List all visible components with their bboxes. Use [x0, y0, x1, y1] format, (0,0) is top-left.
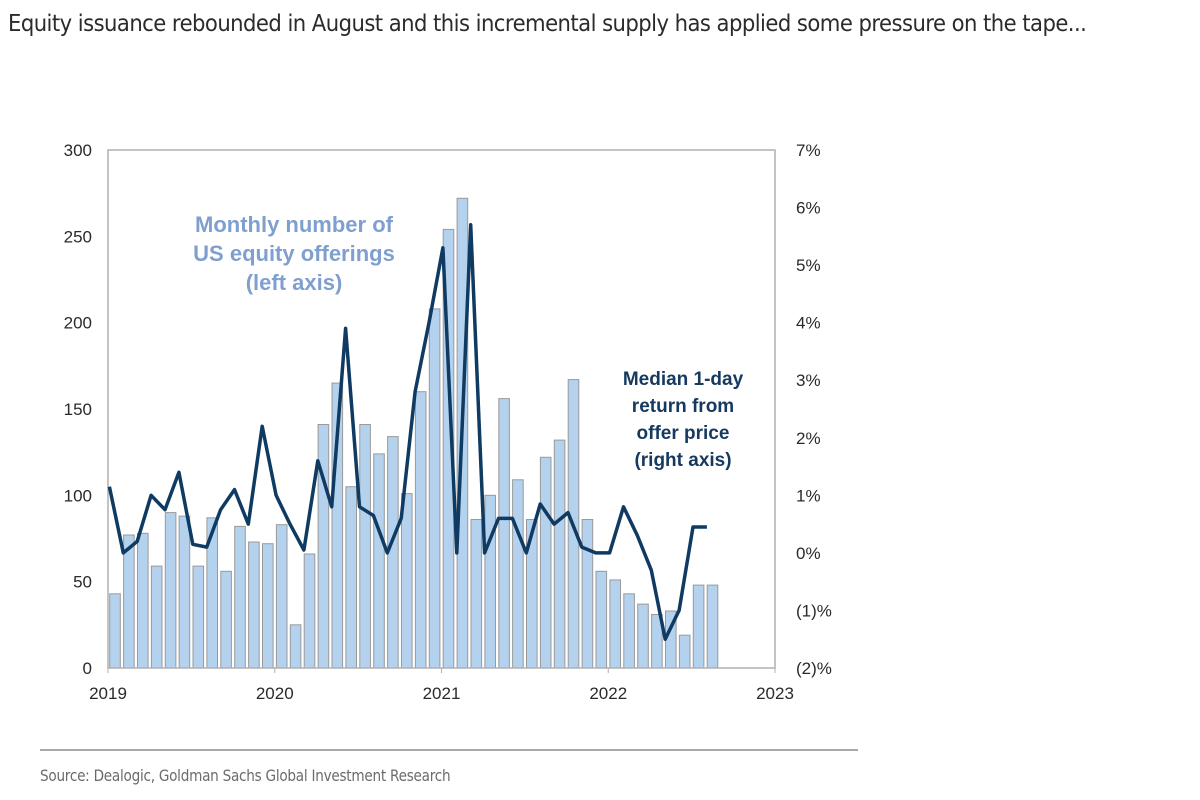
x-axis: 2019 2020 2021 2022 2023	[89, 668, 794, 703]
divider	[40, 749, 858, 751]
left-tick-label: 250	[64, 227, 92, 246]
bar	[248, 541, 260, 669]
right-tick-label: (2)%	[796, 659, 832, 678]
bar	[220, 570, 232, 669]
bar	[262, 543, 274, 669]
left-axis: 0 50 100 150 200 250 300	[64, 141, 92, 678]
bar	[401, 493, 413, 669]
bar	[234, 525, 246, 669]
annotation-left-axis: (left axis)	[246, 270, 343, 295]
headline: Equity issuance rebounded in August and …	[8, 11, 1087, 37]
left-tick-label: 200	[64, 314, 92, 333]
x-tick-label: 2021	[423, 684, 461, 703]
line-series-median-return	[107, 223, 707, 641]
x-tick-label: 2022	[589, 684, 627, 703]
bar	[428, 308, 441, 669]
source-note: Source: Dealogic, Goldman Sachs Global I…	[40, 766, 451, 785]
bar	[512, 479, 524, 669]
bar	[595, 570, 608, 669]
annotation-left-axis: Monthly number of	[195, 212, 394, 237]
left-tick-label: 0	[83, 659, 92, 678]
bar	[123, 534, 135, 669]
right-tick-label: 0%	[796, 544, 821, 563]
bar	[484, 494, 496, 669]
right-tick-label: 7%	[796, 141, 821, 160]
right-axis: (2)% (1)% 0% 1% 2% 3% 4% 5% 6% 7%	[796, 141, 832, 678]
annotation-right-axis: return from	[632, 396, 734, 417]
bar	[289, 624, 302, 669]
bar-series	[109, 197, 719, 669]
bar	[164, 512, 177, 669]
bar	[345, 486, 357, 669]
annotation-right-axis: Median 1-day	[623, 369, 744, 390]
bar	[498, 398, 510, 669]
bar	[553, 439, 566, 669]
x-tick-label: 2019	[89, 684, 127, 703]
bar	[678, 634, 691, 669]
annotation-right-axis: (right axis)	[634, 450, 731, 471]
bar	[109, 593, 121, 669]
bar	[692, 584, 705, 669]
bar	[275, 524, 288, 669]
bar	[373, 453, 385, 669]
bar	[609, 579, 622, 669]
left-tick-label: 150	[64, 400, 92, 419]
x-tick-label: 2020	[256, 684, 294, 703]
bar	[192, 565, 205, 669]
left-tick-label: 50	[73, 573, 92, 592]
right-tick-label: 2%	[796, 429, 821, 448]
right-tick-label: 5%	[796, 256, 821, 275]
right-tick-label: 1%	[796, 486, 821, 505]
right-tick-label: 4%	[796, 314, 821, 333]
right-tick-label: (1)%	[796, 601, 832, 620]
x-tick-label: 2023	[756, 684, 794, 703]
bar	[137, 532, 149, 669]
annotations: Monthly number of US equity offerings (lef…	[193, 212, 743, 471]
bar	[623, 593, 635, 669]
annotation-right-axis: offer price	[637, 423, 730, 444]
bar	[178, 515, 191, 669]
bar	[470, 519, 483, 669]
annotation-left-axis: US equity offerings	[193, 241, 395, 266]
bar	[581, 519, 594, 669]
left-tick-label: 300	[64, 141, 92, 160]
bar	[539, 456, 552, 669]
right-tick-label: 3%	[796, 371, 821, 390]
right-tick-label: 6%	[796, 199, 821, 218]
bar	[359, 424, 371, 669]
left-tick-label: 100	[64, 486, 92, 505]
bar	[706, 584, 719, 669]
bar	[637, 603, 649, 669]
bar	[150, 565, 163, 669]
bar	[414, 391, 427, 669]
bar	[303, 553, 316, 669]
